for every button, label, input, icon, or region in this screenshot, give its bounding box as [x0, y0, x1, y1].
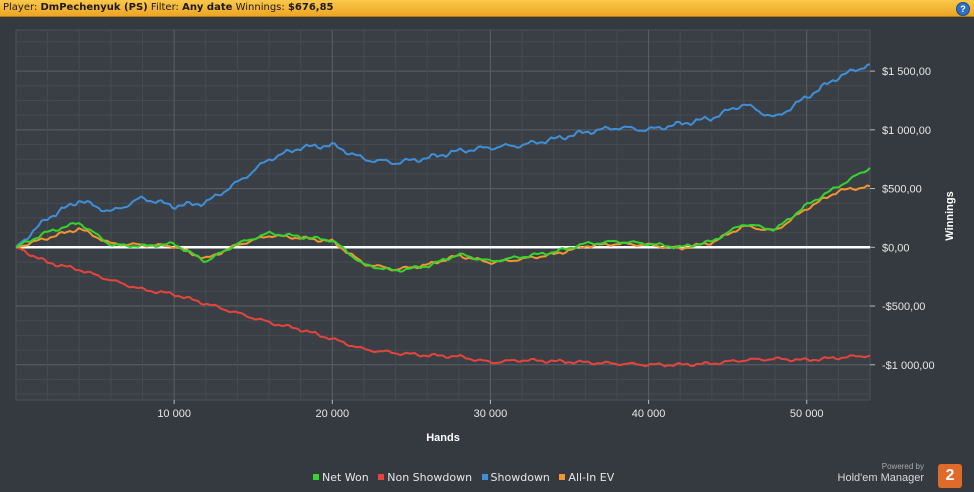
legend-item-net-won[interactable]: Net Won	[313, 471, 369, 484]
filter-info-bar: Player: DmPechenyuk (PS) Filter: Any dat…	[0, 0, 974, 17]
legend-label: Net Won	[322, 471, 369, 484]
chart-grid	[15, 29, 871, 401]
legend-swatch	[313, 474, 319, 480]
x-tick-label: 40 000	[632, 408, 666, 420]
y-tick-label: -$500,00	[882, 301, 925, 313]
series-line-all-in-ev	[15, 184, 871, 272]
product-name: Hold'em Manager	[837, 472, 924, 484]
y-tick-label: $500,00	[882, 184, 922, 196]
y-axis-label: Winnings	[944, 191, 956, 240]
player-label: Player:	[3, 2, 38, 13]
hm2-logo-icon: 2	[938, 464, 962, 488]
legend-label: Showdown	[490, 471, 550, 484]
chart-legend: Net Won Non Showdown Showdown All-In EV	[313, 471, 620, 484]
series-line-non-showdown	[15, 246, 871, 368]
filter-value: Any date	[182, 2, 233, 13]
winnings-value: $676,85	[287, 2, 334, 13]
x-tick-label: 10 000	[157, 408, 191, 420]
legend-item-all-in-ev[interactable]: All-In EV	[559, 471, 614, 484]
legend-swatch	[378, 474, 385, 480]
series-line-net-won	[15, 167, 871, 273]
x-tick-label: 30 000	[474, 408, 508, 420]
y-tick-label: -$1 000,00	[882, 360, 935, 372]
winnings-label: Winnings:	[235, 2, 285, 13]
legend-label: All-In EV	[568, 471, 615, 484]
legend-item-showdown[interactable]: Showdown	[481, 471, 550, 484]
y-tick-label: $0,00	[882, 242, 910, 254]
legend-label: Non Showdown	[387, 471, 473, 484]
legend-swatch	[481, 474, 488, 480]
player-value: DmPechenyuk (PS)	[40, 2, 148, 13]
y-tick-label: $1 000,00	[882, 125, 931, 137]
series-line-showdown	[15, 63, 871, 248]
x-tick-label: 50 000	[790, 408, 824, 420]
powered-by-text: Powered by	[881, 462, 924, 471]
x-tick-label: 20 000	[315, 408, 349, 420]
x-axis-label: Hands	[426, 432, 460, 444]
legend-item-non-showdown[interactable]: Non Showdown	[378, 471, 472, 484]
y-tick-label: $1 500,00	[882, 66, 931, 78]
plot-area	[15, 29, 871, 401]
chart-series	[15, 63, 871, 368]
holdem-manager-branding: Powered by Hold'em Manager 2	[832, 462, 962, 490]
filter-label: Filter:	[150, 2, 179, 13]
legend-swatch	[559, 474, 566, 480]
filter-info-text: Player: DmPechenyuk (PS) Filter: Any dat…	[3, 2, 334, 13]
question-mark-icon[interactable]: ?	[956, 2, 970, 16]
